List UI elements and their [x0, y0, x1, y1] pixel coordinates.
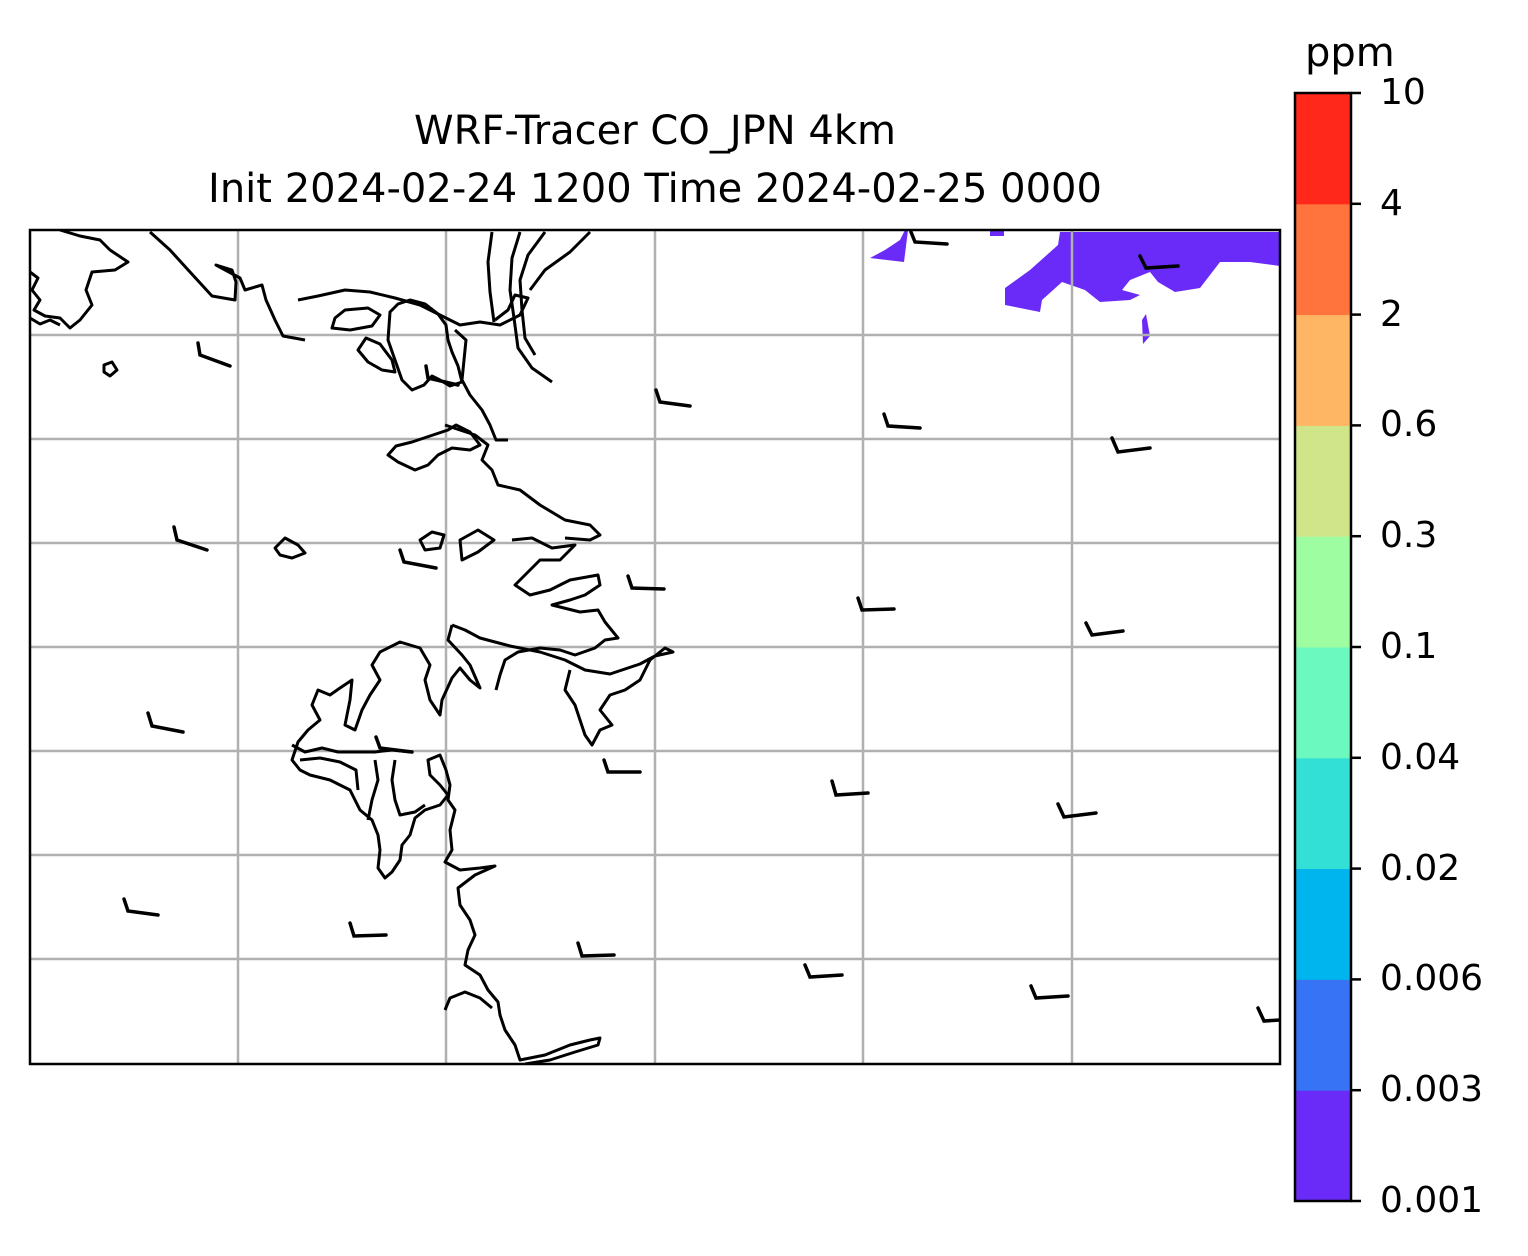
colorbar-segment [1295, 979, 1351, 1091]
colorbar-unit-label: ppm [1305, 30, 1395, 76]
map-frame [28, 228, 1282, 1066]
wind-barb [146, 711, 185, 734]
wind-barb [398, 548, 438, 570]
wind-barb [803, 963, 844, 979]
wind-barb [1029, 984, 1070, 1000]
wind-barb [172, 525, 209, 552]
wind-barb [856, 596, 896, 612]
wind-barb [122, 897, 160, 917]
colorbar-tick-label: 2 [1380, 293, 1403, 335]
colorbar-tick-label: 0.001 [1380, 1180, 1484, 1221]
colorbar-tick-label: 0.1 [1380, 626, 1438, 667]
wind-barb [1138, 254, 1180, 270]
wind-barb [830, 779, 870, 797]
colorbar-tick-label: 4 [1380, 182, 1403, 224]
wind-barb [1084, 621, 1125, 637]
colorbar-segment [1295, 425, 1351, 537]
colorbar-tick-label: 0.02 [1380, 847, 1461, 889]
tracer-fill [870, 230, 1280, 344]
colorbar-segment [1295, 647, 1351, 759]
wind-barb [909, 230, 949, 246]
colorbar-frame [1293, 91, 1353, 1203]
map-panel [30, 230, 1280, 1064]
colorbar-segment [1295, 314, 1351, 426]
colorbar-tick-label: 0.006 [1380, 958, 1484, 1000]
wind-barb [196, 341, 232, 368]
wind-barb [348, 921, 388, 938]
wind-barb [882, 412, 922, 430]
colorbar-tick-label: 0.04 [1380, 736, 1461, 778]
gridlines [30, 230, 1280, 1064]
colorbar-segment [1295, 203, 1351, 316]
wind-barb [374, 735, 414, 754]
wind-barb [1056, 802, 1098, 819]
map-title-line2: Init 2024-02-24 1200 Time 2024-02-25 000… [208, 166, 1102, 212]
wind-barb [654, 388, 692, 408]
wind-barbs [122, 230, 1280, 1023]
coastlines [30, 230, 675, 1064]
wind-barb [1110, 436, 1152, 454]
wind-barb [626, 574, 666, 591]
wind-barb [602, 758, 642, 774]
colorbar-segment [1295, 868, 1351, 980]
colorbar-tick-label: 10 [1380, 72, 1426, 113]
colorbar-tick-label: 0.3 [1380, 515, 1438, 557]
wind-barb [576, 941, 616, 958]
wind-barb [1256, 1006, 1280, 1023]
wind-barb [424, 364, 460, 387]
colorbar-segment [1295, 93, 1351, 205]
colorbar [1295, 91, 1361, 1203]
colorbar-segment [1295, 536, 1351, 648]
colorbar-segment [1295, 757, 1351, 870]
colorbar-segment [1295, 1090, 1351, 1202]
colorbar-tick-label: 0.003 [1380, 1069, 1484, 1111]
colorbar-tick-label: 0.6 [1380, 404, 1438, 446]
map-title-line1: WRF-Tracer CO_JPN 4km [414, 108, 896, 154]
